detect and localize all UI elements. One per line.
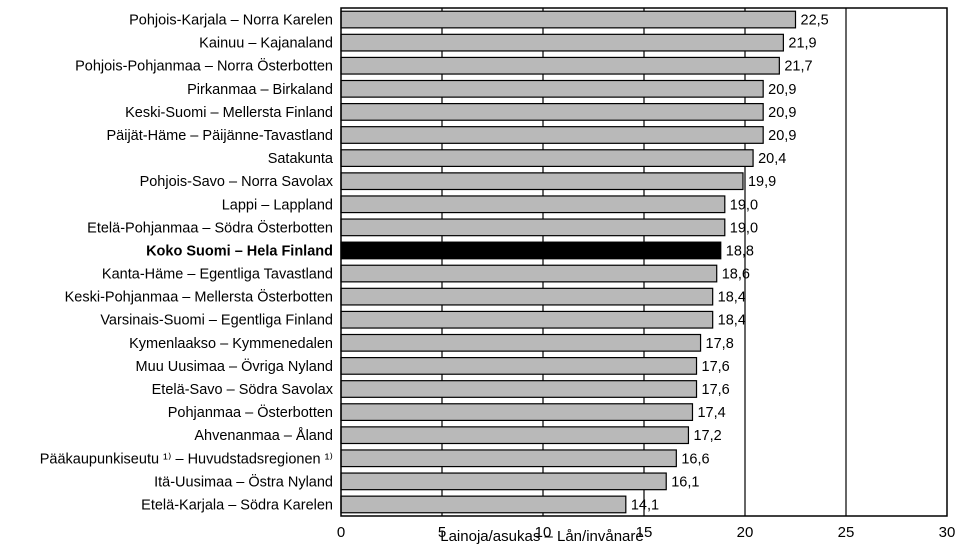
value-label: 17,4 [697, 405, 725, 421]
bar [340, 102, 764, 121]
value-label: 22,5 [801, 13, 829, 29]
category-labels: Pohjois-Karjala – Norra Karelen Kainuu – … [40, 13, 334, 514]
bar [340, 126, 764, 144]
x-tick-label: 20 [737, 524, 754, 541]
category-label: Pohjois-Savo – Norra Savolax [140, 174, 334, 190]
value-label: 19,0 [730, 220, 758, 236]
category-label: Keski-Suomi – Mellersta Finland [125, 105, 333, 121]
category-label: Pääkaupunkiseutu ¹⁾ – Huvudstadsregionen… [40, 451, 333, 467]
category-label: Varsinais-Suomi – Egentliga Finland [100, 313, 333, 329]
bar [340, 79, 764, 98]
bar [340, 172, 744, 191]
bar [340, 472, 667, 491]
bar [340, 333, 702, 352]
x-tick-label: 25 [838, 524, 855, 541]
value-labels: 22,5 21,9 21,7 20,9 20,9 20,9 20,4 19,9 19,0 19,0… [631, 13, 829, 514]
value-label: 18,4 [718, 290, 746, 306]
category-label: Muu Uusimaa – Övriga Nyland [136, 357, 333, 375]
category-label: Lappi – Lappland [222, 197, 333, 213]
bar [340, 449, 677, 468]
category-label: Ahvenanmaa – Åland [194, 427, 333, 444]
bar [340, 356, 698, 375]
bar [340, 10, 797, 29]
value-label: 21,7 [784, 59, 812, 75]
value-label: 20,9 [768, 105, 796, 121]
category-label: Päijät-Häme – Päijänne-Tavastland [107, 128, 334, 144]
bar [340, 56, 780, 75]
value-label: 18,4 [718, 313, 746, 329]
value-label: 21,9 [788, 36, 816, 52]
category-label: Itä-Uusimaa – Östra Nyland [154, 472, 333, 490]
category-label: Pohjois-Karjala – Norra Karelen [129, 13, 333, 29]
value-label: 20,4 [758, 151, 786, 167]
bar-highlight [340, 241, 722, 260]
category-label: Pirkanmaa – Birkaland [187, 82, 333, 98]
category-label: Satakunta [268, 151, 334, 167]
category-label: Etelä-Karjala – Södra Karelen [141, 497, 333, 513]
bar [340, 380, 698, 398]
bar [340, 403, 694, 422]
bar [340, 218, 726, 237]
x-tick-label: 0 [337, 524, 345, 541]
bar [340, 426, 690, 445]
category-label: Kanta-Häme – Egentliga Tavastland [102, 267, 333, 283]
bar [340, 495, 627, 514]
value-label: 20,9 [768, 128, 796, 144]
value-label: 18,8 [726, 243, 754, 259]
bar [340, 310, 714, 329]
x-tick-label: 30 [939, 524, 956, 541]
bar [340, 195, 726, 214]
x-tick-label: 5 [438, 524, 446, 541]
value-label: 20,9 [768, 82, 796, 98]
category-label: Keski-Pohjanmaa – Mellersta Österbotten [65, 288, 333, 306]
category-label: Pohjanmaa – Österbotten [168, 403, 333, 421]
bar [340, 287, 714, 306]
value-label: 17,6 [702, 359, 730, 375]
value-label: 19,9 [748, 174, 776, 190]
x-tick-label: 15 [636, 524, 653, 541]
x-tick-labels: 0 5 10 15 20 25 30 [337, 524, 956, 541]
value-label: 18,6 [722, 267, 750, 283]
value-label: 16,6 [681, 451, 709, 467]
value-label: 14,1 [631, 497, 659, 513]
value-label: 17,6 [702, 382, 730, 398]
value-label: 19,0 [730, 197, 758, 213]
bar [340, 33, 784, 52]
value-label: 16,1 [671, 474, 699, 490]
value-label: 17,8 [706, 336, 734, 352]
category-label: Pohjois-Pohjanmaa – Norra Österbotten [75, 57, 333, 75]
category-label: Koko Suomi – Hela Finland [146, 243, 333, 259]
x-axis-label: Lainoja/asukas – Lån/invånare [440, 528, 643, 545]
plot-frame [340, 7, 948, 517]
category-label: Kainuu – Kajanaland [199, 36, 333, 52]
bars [340, 10, 797, 514]
bar [340, 264, 718, 283]
category-label: Etelä-Pohjanmaa – Södra Österbotten [87, 218, 333, 236]
x-tick-label: 10 [535, 524, 552, 541]
value-label: 17,2 [693, 428, 721, 444]
category-label: Kymenlaakso – Kymmenedalen [129, 336, 333, 352]
bar [340, 149, 754, 168]
category-label: Etelä-Savo – Södra Savolax [152, 382, 334, 398]
